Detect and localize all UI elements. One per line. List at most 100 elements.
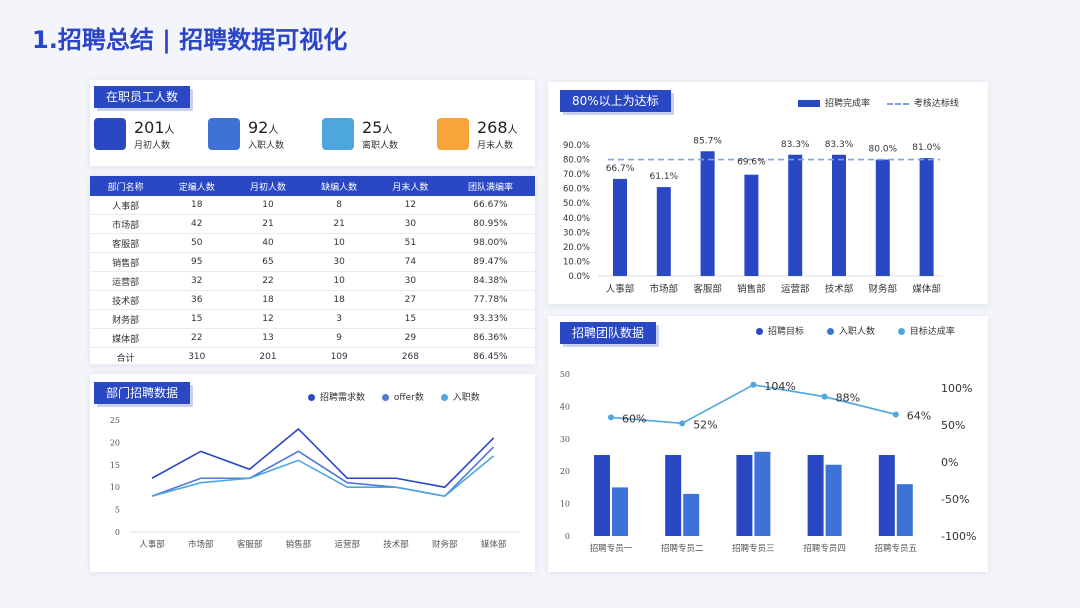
table-cell: 30 (303, 252, 375, 272)
table-cell: 10 (303, 271, 375, 291)
table-cell: 8 (303, 196, 375, 215)
table-cell: 运营部 (90, 271, 162, 291)
stat-hired-value: 92 (248, 118, 269, 137)
x-tick-label: 市场部 (188, 539, 214, 550)
table-cell: 310 (161, 347, 233, 367)
x-tick-label: 媒体部 (481, 539, 507, 550)
bar-joined (896, 484, 913, 536)
employee-stats-tag: 在职员工人数 (94, 86, 191, 108)
rate-label: 88% (836, 392, 860, 405)
rate-point (750, 381, 757, 388)
table-cell: 21 (303, 214, 375, 234)
employee-stats-card: 在职员工人数 201人 月初人数 92人 入职人数 25人 离职人数 268人 … (90, 80, 535, 166)
x-tick-label: 运营部 (334, 539, 360, 550)
data-label: 69.6% (737, 158, 766, 168)
y-tick-label: 60.0% (563, 185, 590, 195)
completion-rate-chart-title: 80%以上为达标 (560, 90, 671, 112)
table-cell: 29 (374, 328, 446, 348)
legend-joined-dot (440, 394, 448, 401)
y-tick-label: 0 (565, 532, 570, 541)
department-table: 部门名称 定编人数 月初人数 缺编人数 月末人数 团队满编率 人事部 18 10 8 12 66.6… (90, 176, 535, 367)
x-tick-label: 招聘专员二 (661, 543, 704, 554)
legend-joined: 入职数 (440, 390, 480, 403)
legend-target-swatch (886, 102, 909, 105)
table-row: 技术部 36 18 18 27 77.78% (90, 290, 535, 310)
page-title: 1.招聘总结 | 招聘数据可视化 (32, 26, 348, 54)
y2-tick-label: 100% (941, 382, 972, 395)
bar-joined (825, 464, 842, 536)
table-cell: 50 (161, 233, 233, 253)
data-label: 81.0% (912, 143, 941, 153)
table-cell: 89.47% (445, 252, 535, 272)
x-tick-label: 人事部 (606, 283, 635, 295)
y-tick-label: 5 (115, 506, 120, 515)
y2-tick-label: 50% (941, 419, 965, 432)
x-tick-label: 销售部 (286, 539, 312, 550)
x-tick-label: 销售部 (737, 283, 766, 295)
table-cell: 36 (161, 290, 233, 310)
stat-month-start-label: 月初人数 (134, 141, 171, 151)
table-cell: 98.00% (445, 233, 535, 253)
dept-recruit-legend: 招聘需求数 offer数 入职数 (308, 390, 494, 403)
y-tick-label: 0.0% (568, 272, 590, 282)
stat-month-end-icon (437, 118, 469, 150)
table-row: 销售部 95 65 30 74 89.47% (90, 252, 535, 272)
stat-month-start-value: 201 (134, 118, 165, 137)
y-tick-label: 50.0% (563, 199, 590, 209)
data-label: 66.7% (606, 164, 635, 174)
stat-hired-label: 入职人数 (248, 141, 285, 151)
bar-target (594, 455, 610, 536)
y2-tick-label: -50% (941, 493, 969, 506)
table-cell: 65 (232, 252, 304, 272)
bar (700, 151, 715, 276)
table-cell: 15 (374, 309, 446, 329)
bar (656, 187, 671, 276)
legend-completion: 招聘完成率 (798, 96, 870, 109)
x-tick-label: 技术部 (825, 283, 854, 295)
bar-target (736, 455, 753, 536)
y-tick-label: 10 (560, 500, 570, 509)
bar-target (807, 455, 824, 536)
table-row: 财务部 15 12 3 15 93.33% (90, 309, 535, 329)
table-cell: 109 (303, 347, 375, 367)
table-cell: 77.78% (445, 290, 535, 310)
x-tick-label: 招聘专员五 (875, 543, 918, 554)
x-tick-label: 客服部 (693, 283, 722, 295)
legend-target-line: 考核达标线 (886, 96, 959, 109)
x-tick-label: 市场部 (650, 283, 679, 295)
table-row: 人事部 18 10 8 12 66.67% (90, 196, 535, 215)
table-cell: 22 (161, 328, 233, 348)
y-tick-label: 10 (110, 483, 120, 492)
table-cell: 40 (232, 233, 304, 253)
legend-team-joined: 入职人数 (826, 324, 875, 337)
x-tick-label: 财务部 (869, 283, 898, 295)
table-cell: 3 (303, 309, 375, 329)
bar-joined (683, 493, 700, 536)
bar-joined (612, 487, 628, 536)
table-cell: 技术部 (90, 290, 162, 310)
data-label: 83.3% (781, 140, 810, 150)
completion-rate-bar-chart: 0.0% 10.0% 20.0% 30.0% 40.0% 50.0% 60.0% 70.0% 8… (563, 136, 943, 295)
table-cell: 10 (303, 233, 375, 253)
table-cell: 201 (232, 347, 304, 367)
table-cell: 32 (161, 271, 233, 291)
stat-left-icon (322, 118, 354, 150)
y-tick-label: 0 (115, 528, 120, 537)
y-tick-label: 20.0% (563, 243, 590, 253)
y-tick-label: 30 (560, 435, 570, 444)
dept-recruit-chart-title: 部门招聘数据 (94, 382, 191, 404)
table-header-2: 月初人数 (232, 176, 304, 196)
rate-label: 52% (693, 418, 717, 431)
table-cell: 42 (161, 214, 233, 234)
legend-demand-dot (308, 394, 315, 401)
team-chart-card: 招聘团队数据 招聘目标 入职人数 目标达成率 0 10 20 30 40 50 -100% -… (548, 316, 988, 572)
table-total-row: 合计 310 201 109 268 86.45% (90, 347, 535, 367)
team-chart-title: 招聘团队数据 (560, 322, 657, 344)
table-cell: 268 (374, 347, 446, 367)
stat-left-label: 离职人数 (362, 141, 399, 151)
table-header-3: 缺编人数 (303, 176, 375, 196)
legend-team-rate-dot (897, 328, 905, 335)
table-cell: 74 (374, 252, 446, 272)
table-header-5: 团队满编率 (445, 176, 535, 196)
y-tick-label: 70.0% (563, 170, 590, 180)
